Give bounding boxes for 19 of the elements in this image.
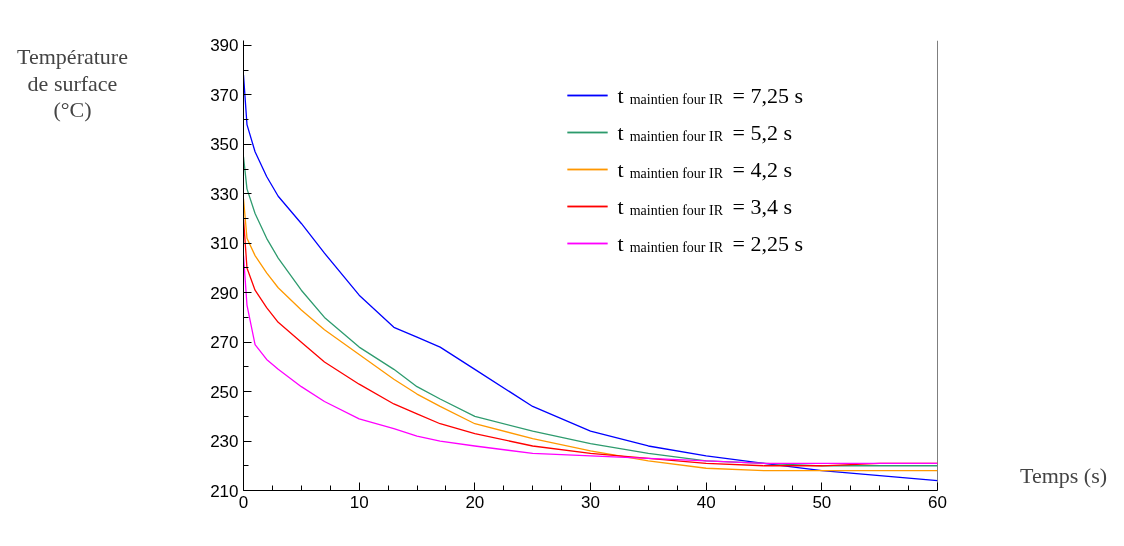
y-tick-label: 230 <box>210 432 239 452</box>
y-tick-label: 210 <box>210 481 239 501</box>
x-tick-label: 40 <box>696 492 716 512</box>
x-axis-title: Temps (s) <box>1019 463 1108 489</box>
x-tick-label: 50 <box>812 492 832 512</box>
x-tick-label: 30 <box>581 492 600 512</box>
x-tick-label: 0 <box>238 492 249 512</box>
y-tick-label: 310 <box>210 234 239 254</box>
x-tick-label: 10 <box>349 492 369 512</box>
y-tick-label: 270 <box>210 333 239 353</box>
x-tick-label: 60 <box>928 492 947 512</box>
y-tick-label: 330 <box>210 184 239 204</box>
x-tick-label: 20 <box>465 492 485 512</box>
y-axis-title: Température de surface (°C) <box>17 44 128 123</box>
y-tick-label: 290 <box>210 283 239 303</box>
y-tick-label: 350 <box>210 135 239 155</box>
y-tick-label: 390 <box>210 36 239 56</box>
y-tick-label: 250 <box>210 382 239 402</box>
y-tick-label: 370 <box>210 85 239 105</box>
